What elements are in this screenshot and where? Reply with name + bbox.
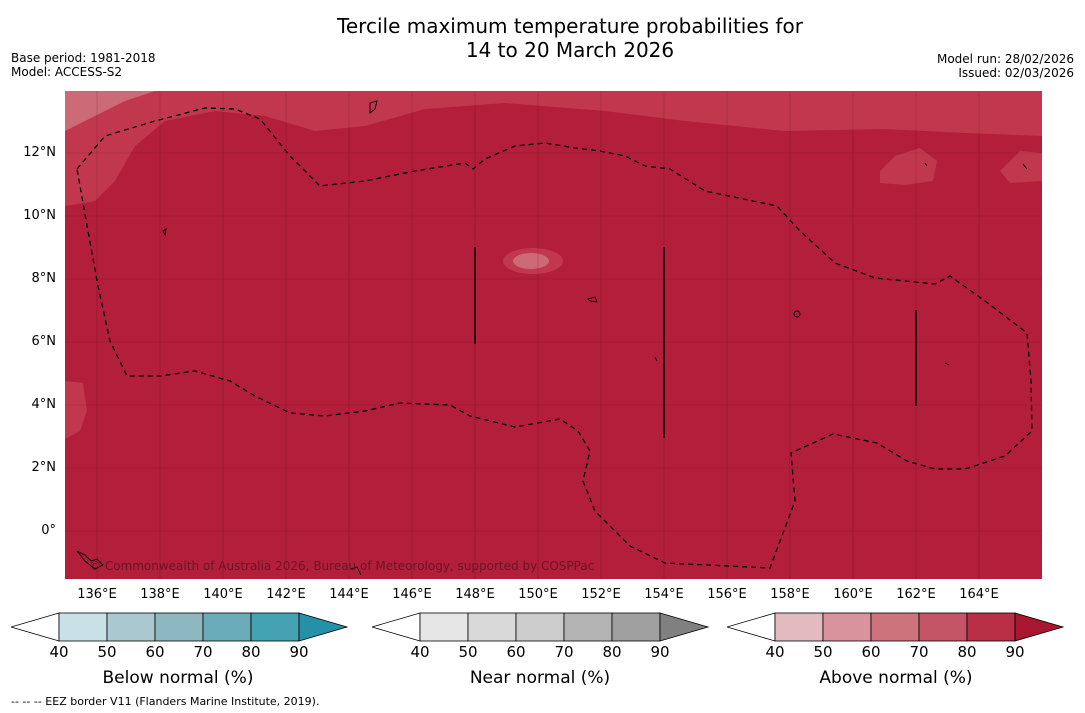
reference-marks <box>474 247 917 438</box>
tick-near-50: 50 <box>458 643 478 661</box>
lon-label-138e: 138°E <box>140 587 180 602</box>
left-meta: Base period: 1981-2018 Model: ACCESS-S2 <box>11 51 156 79</box>
map-background <box>65 91 1042 579</box>
shade-central-core <box>513 253 549 269</box>
colorbar-near-normal <box>372 612 710 642</box>
eez-footnote: -- -- -- EEZ border V11 (Flanders Marine… <box>11 695 320 708</box>
tick-above-40: 40 <box>765 643 785 661</box>
lat-label-6n: 6°N <box>31 334 57 349</box>
lat-label-12n: 12°N <box>23 145 56 160</box>
model-run: Model run: 28/02/2026 <box>936 52 1074 66</box>
legend-above-normal <box>727 612 1067 644</box>
shade-top-left <box>65 91 155 131</box>
lat-label-4n: 4°N <box>31 397 57 412</box>
tick-below-50: 50 <box>97 643 117 661</box>
lon-label-146e: 146°E <box>392 587 432 602</box>
islands <box>76 100 1028 576</box>
tick-near-70: 70 <box>554 643 574 661</box>
legend-title-near: Near normal (%) <box>469 668 611 688</box>
right-meta: Model run: 28/02/2026 Issued: 02/03/2026 <box>937 52 1074 80</box>
lon-label-148e: 148°E <box>455 587 495 602</box>
model-name: Model: ACCESS-S2 <box>11 65 123 79</box>
graticule <box>65 91 1042 579</box>
lon-label-152e: 152°E <box>581 587 621 602</box>
lon-label-140e: 140°E <box>203 587 243 602</box>
tick-above-80: 80 <box>957 643 977 661</box>
legend-below-normal <box>11 612 351 644</box>
lon-label-156e: 156°E <box>707 587 747 602</box>
eez-borders <box>76 107 1033 569</box>
tick-near-80: 80 <box>602 643 622 661</box>
lon-label-136e: 136°E <box>77 587 117 602</box>
shade-left-coast <box>65 381 87 439</box>
tick-near-90: 90 <box>650 643 670 661</box>
tick-above-90: 90 <box>1005 643 1025 661</box>
legend-near-normal <box>372 612 712 644</box>
tick-below-90: 90 <box>289 643 309 661</box>
tick-above-60: 60 <box>861 643 881 661</box>
lon-label-162e: 162°E <box>896 587 936 602</box>
lat-label-0: 0° <box>41 523 56 538</box>
lon-label-144e: 144°E <box>329 587 369 602</box>
lon-label-154e: 154°E <box>644 587 684 602</box>
tick-below-80: 80 <box>241 643 261 661</box>
lon-label-142e: 142°E <box>266 587 306 602</box>
lat-label-8n: 8°N <box>31 271 57 286</box>
legend-title-above: Above normal (%) <box>819 668 973 688</box>
tick-near-60: 60 <box>506 643 526 661</box>
issued-date: Issued: 02/03/2026 <box>958 66 1074 80</box>
shade-right-edge <box>1000 151 1042 183</box>
lat-label-2n: 2°N <box>31 460 57 475</box>
tick-near-40: 40 <box>410 643 430 661</box>
lon-label-160e: 160°E <box>833 587 873 602</box>
eez-west <box>76 107 1033 569</box>
map-title: Tercile maximum temperature probabilitie… <box>0 14 1085 62</box>
colorbar-below-normal <box>11 612 349 642</box>
tick-below-40: 40 <box>49 643 69 661</box>
lat-label-10n: 10°N <box>23 208 56 223</box>
shade-right-cell <box>880 148 937 185</box>
probability-map: © Commonwealth of Australia 2026, Bureau… <box>65 91 1042 579</box>
lon-label-158e: 158°E <box>770 587 810 602</box>
lon-label-164e: 164°E <box>959 587 999 602</box>
tick-below-70: 70 <box>193 643 213 661</box>
copyright-notice: © Commonwealth of Australia 2026, Bureau… <box>89 559 595 573</box>
tick-above-70: 70 <box>909 643 929 661</box>
base-period: Base period: 1981-2018 <box>11 51 156 65</box>
shade-top-band <box>65 91 1042 206</box>
title-line-2: 14 to 20 March 2026 <box>465 38 675 62</box>
tick-above-50: 50 <box>813 643 833 661</box>
tick-below-60: 60 <box>145 643 165 661</box>
map-canvas <box>65 91 1042 579</box>
title-line-1: Tercile maximum temperature probabilitie… <box>337 14 803 38</box>
lon-label-150e: 150°E <box>518 587 558 602</box>
colorbar-above-normal <box>727 612 1065 642</box>
legend-title-below: Below normal (%) <box>102 668 254 688</box>
